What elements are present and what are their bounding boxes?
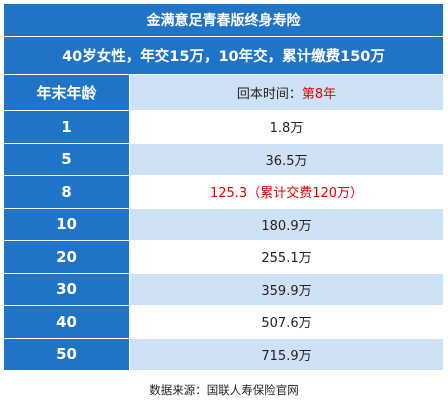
table-row: 1 1.8万 (3, 110, 444, 144)
row-value-highlight: 125.3（累计交费120万） (129, 175, 444, 209)
table-title: 金满意足青春版终身寿险 (3, 3, 444, 37)
table-row: 30 359.9万 (3, 272, 444, 306)
table-subtitle: 40岁女性，年交15万，10年交，累计缴费150万 (3, 36, 444, 75)
subtitle-row: 40岁女性，年交15万，10年交，累计缴费150万 (3, 36, 444, 75)
row-age: 40 (3, 305, 130, 339)
row-value: 255.1万 (129, 240, 444, 274)
table-row: 40 507.6万 (3, 305, 444, 339)
header-payback-label: 回本时间： (236, 87, 302, 102)
table-row: 10 180.9万 (3, 207, 444, 241)
row-value: 180.9万 (129, 207, 444, 241)
row-age: 20 (3, 240, 130, 274)
header-row: 年末年龄 回本时间：第8年 (3, 74, 444, 111)
header-payback-year: 第8年 (301, 87, 337, 102)
row-value: 36.5万 (129, 142, 444, 176)
table-container: 金满意足青春版终身寿险 40岁女性，年交15万，10年交，累计缴费150万 年末… (3, 3, 444, 371)
header-age: 年末年龄 (3, 74, 130, 111)
header-payback: 回本时间：第8年 (129, 74, 444, 111)
row-age: 1 (3, 110, 130, 144)
row-value: 1.8万 (129, 110, 444, 144)
row-age: 30 (3, 272, 130, 306)
table-row: 5 36.5万 (3, 142, 444, 176)
row-value: 715.9万 (129, 337, 444, 371)
data-source-note: 数据来源：国联人寿保险官网 (149, 383, 299, 397)
row-age: 10 (3, 207, 130, 241)
row-age: 8 (3, 175, 130, 209)
row-age: 50 (3, 337, 130, 371)
table-row: 50 715.9万 (3, 337, 444, 371)
row-value: 359.9万 (129, 272, 444, 306)
row-age: 5 (3, 142, 130, 176)
title-row: 金满意足青春版终身寿险 (3, 3, 444, 37)
table-row: 20 255.1万 (3, 240, 444, 274)
insurance-table: 金满意足青春版终身寿险 40岁女性，年交15万，10年交，累计缴费150万 年末… (3, 3, 444, 371)
row-value: 507.6万 (129, 305, 444, 339)
table-row: 8 125.3（累计交费120万） (3, 175, 444, 209)
